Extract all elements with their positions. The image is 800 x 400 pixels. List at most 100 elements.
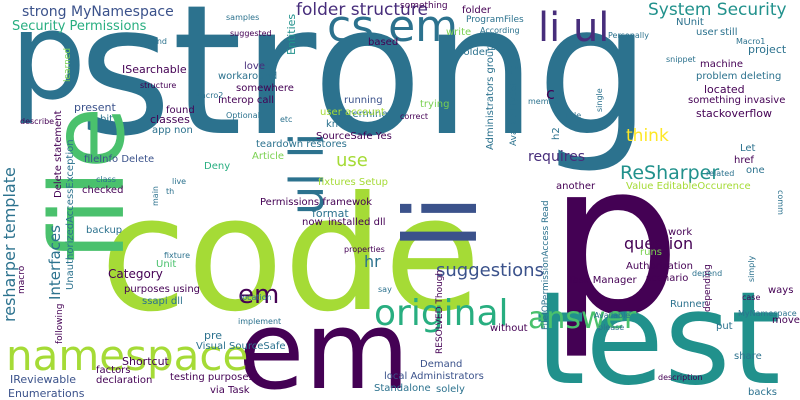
word: correct [400,112,429,121]
word: say [378,285,392,294]
word: href [734,155,754,166]
word: RESOLVED Though [435,269,445,354]
word: strong [78,0,651,176]
word: related [706,169,735,178]
word: backup [86,225,123,236]
word: ISearchable [122,63,187,76]
word: Demand [420,359,463,370]
word: stackoverflow [696,107,772,120]
word: Entities [285,13,298,55]
word: question [624,234,694,253]
word: Available [594,311,631,320]
word: depending [703,264,713,312]
word: hr [364,252,381,271]
word: Task Manager [568,275,637,286]
word: requires [528,149,586,165]
word: present [74,101,116,114]
word: something [400,1,448,11]
word: Shortcut [122,355,169,368]
word: structure [140,81,177,90]
word: folder [460,47,490,58]
word: snippet [666,55,696,64]
word: code [100,163,482,347]
word: runs [640,247,662,258]
word: now [302,217,323,228]
word: please [598,323,625,332]
word: classes [150,113,190,126]
word: one [746,165,765,176]
word: workaround [218,71,278,82]
word: properties [344,245,385,254]
word: love [244,61,265,72]
word: Value EditableOccurence [626,181,751,192]
word: following [55,303,65,344]
word: main [151,186,160,206]
word: Macro1 [736,37,766,46]
word: Title [564,111,582,120]
word: resharper template [0,167,19,322]
word: user account [320,107,385,118]
word: p [548,117,681,362]
word: format [312,207,349,220]
word: AvailabilitySetting [509,64,519,146]
word: UnauthorizedAccessException [65,139,76,290]
word: put [716,321,733,332]
word: Article [252,151,285,162]
word: samples [226,13,260,22]
word: fixtures Setup [318,177,389,188]
word: suggested [230,29,272,38]
word: use [336,150,368,171]
word: Unit [156,259,177,270]
word: ways [768,285,794,296]
word: test [535,265,781,400]
word: located [704,83,745,96]
word: Macro2 [194,91,224,100]
word: Enumerations [8,387,85,400]
word: work [668,227,693,238]
word: li [383,194,500,250]
word: folder structure [296,0,428,20]
word: describe [20,117,55,126]
word: teardown restores [256,139,347,150]
word: machine [700,59,743,70]
word: live [172,177,187,186]
word: Interop call [218,95,275,106]
word: em [238,289,410,400]
word: something invasive [688,95,786,106]
word: another [556,181,596,192]
word: c [546,84,555,103]
word: NUnit [676,17,704,28]
word: app non [152,125,193,136]
word: running [344,95,383,106]
word: em [238,280,280,310]
word: Personally [608,31,649,40]
word: namespace [6,331,249,380]
word: local Administrators [384,371,484,382]
word: member [528,97,562,106]
word: bit [100,114,114,125]
word: problem deleting [696,71,782,82]
word: Delete statement [53,110,64,198]
word: move [772,315,800,326]
word: MyNamespace [738,309,797,318]
word: p [10,0,87,127]
word: project [748,43,787,56]
word: via Task [210,385,250,396]
word: solely [436,384,465,395]
word: Runner [670,299,706,310]
word: simply [747,255,756,282]
word: ssapi dll [142,296,183,307]
word: learned [63,47,73,82]
word: ReSharper [620,162,720,184]
word: depend [692,269,723,278]
word: li ul [538,5,610,51]
word: backs [748,387,777,398]
word: user [696,27,718,38]
word: th [166,187,175,196]
word: checked [82,185,124,196]
word: know [326,119,353,130]
word: fileInfo Delete [84,154,155,165]
word: kind [150,37,168,46]
word: macro [17,265,27,294]
